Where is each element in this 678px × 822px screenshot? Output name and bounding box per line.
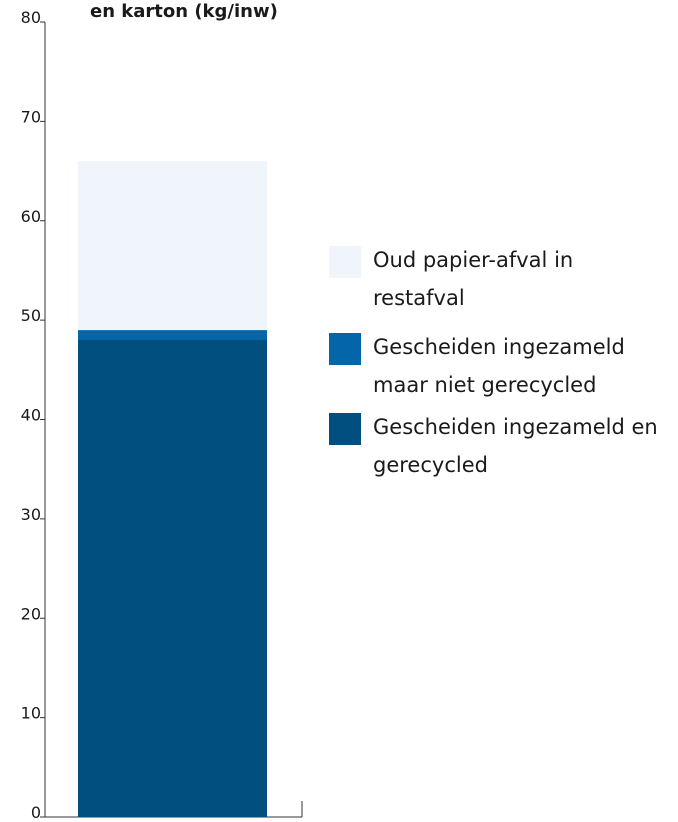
y-tick-label: 30 [21,505,41,524]
legend-swatch [329,413,361,445]
y-tick-label: 20 [21,604,41,623]
legend-label: Gescheiden ingezameld maar niet gerecycl… [373,335,625,397]
bar-segment [78,340,267,817]
y-tick-label: 0 [31,803,41,822]
y-tick-label: 10 [21,704,41,723]
legend-label: Gescheiden ingezameld en gerecycled [373,415,658,477]
y-tick-label: 40 [21,406,41,425]
legend-item: Gescheiden ingezameld maar niet gerecycl… [329,332,674,404]
y-tick-label: 60 [21,207,41,226]
legend-item: Gescheiden ingezameld en gerecycled [329,412,674,484]
y-tick-label: 80 [21,8,41,27]
chart-title: en karton (kg/inw) [90,1,278,22]
bar-segment [78,161,267,331]
y-tick-label: 70 [21,107,41,126]
legend-label: Oud papier-afval in restafval [373,248,574,310]
y-tick-label: 50 [21,306,41,325]
legend-item: Oud papier-afval in restafval [329,245,674,317]
legend-swatch [329,246,361,278]
legend-swatch [329,333,361,365]
bar-segment [78,330,267,340]
